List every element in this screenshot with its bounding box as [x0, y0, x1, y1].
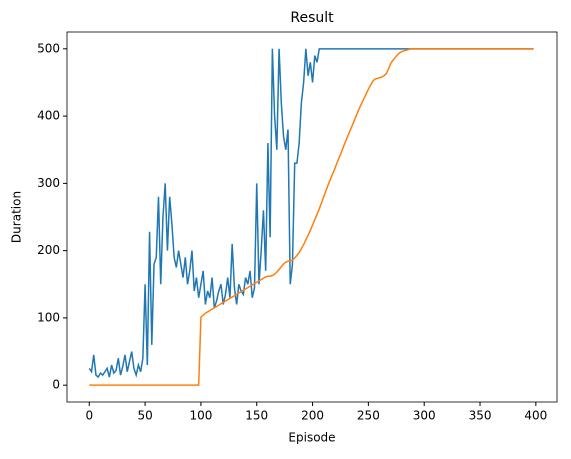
y-tick-label: 400	[37, 109, 60, 123]
y-tick-label: 200	[37, 243, 60, 257]
x-tick-label: 400	[524, 409, 547, 423]
y-tick-label: 100	[37, 310, 60, 324]
y-tick-label: 300	[37, 176, 60, 190]
plot-frame	[66, 31, 558, 403]
data-line	[88, 48, 534, 379]
x-tick-label: 150	[245, 409, 268, 423]
x-tick-label: 300	[413, 409, 436, 423]
x-axis-label: Episode	[288, 431, 335, 445]
x-tick-label: 100	[189, 409, 212, 423]
x-tick-label: 50	[137, 409, 152, 423]
y-axis-label: Duration	[10, 191, 24, 243]
x-tick-label: 250	[357, 409, 380, 423]
y-tick-label: 500	[37, 41, 60, 55]
y-tick-label: 0	[52, 378, 60, 392]
chart-title: Result	[290, 10, 334, 26]
x-tick-label: 0	[85, 409, 93, 423]
data-line	[89, 48, 534, 386]
x-tick-label: 350	[469, 409, 492, 423]
x-tick-label: 200	[301, 409, 324, 423]
